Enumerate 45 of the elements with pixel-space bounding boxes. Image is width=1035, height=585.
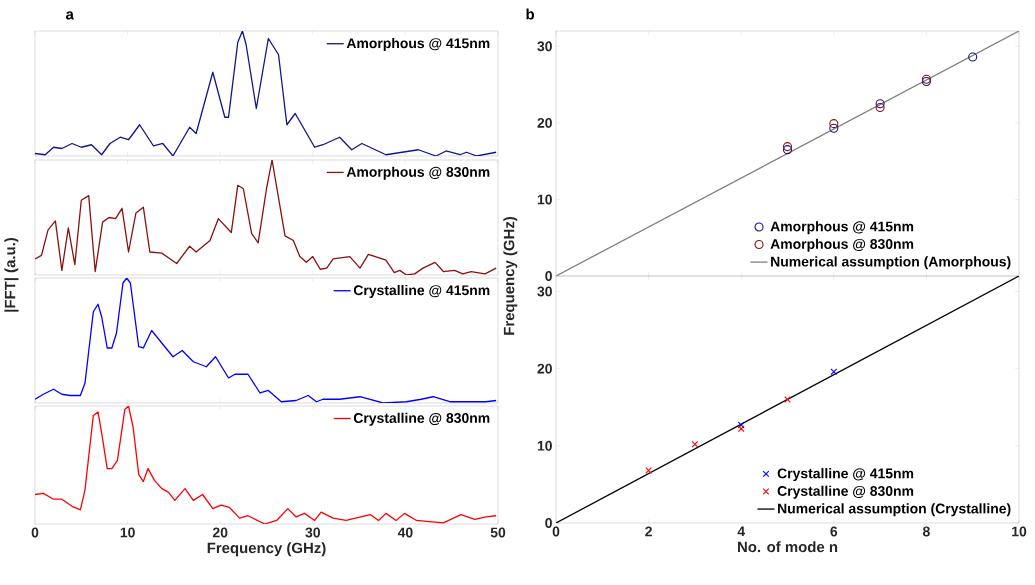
- point: [737, 421, 745, 429]
- y-axis-title: |FFT| (a.u.): [4, 237, 19, 312]
- point: [830, 368, 838, 376]
- point: [875, 103, 885, 113]
- x-tick-label: 10: [120, 527, 135, 538]
- legend-label: Amorphous @ 415nm: [770, 221, 914, 235]
- point: [968, 52, 978, 62]
- chart-title: b: [526, 8, 535, 20]
- x-axis-title: No. of mode n: [738, 541, 838, 553]
- legend-label: Numerical assumption (Crystalline): [778, 503, 1011, 517]
- legend-label: Crystalline @ 415nm: [353, 284, 490, 298]
- legend-label: Amorphous @ 830nm: [770, 238, 914, 252]
- x-tick-label: 20: [212, 527, 228, 538]
- legend-label: Crystalline @ 415nm: [777, 468, 914, 482]
- point: [645, 467, 652, 474]
- y-tick-label: 20: [537, 363, 552, 374]
- y-axis-title: Frequency (GHz): [503, 216, 518, 335]
- x-axis-title: Frequency (GHz): [207, 542, 326, 557]
- y-tick-label: 0: [545, 271, 552, 281]
- chart-title: a: [66, 11, 74, 20]
- x-tick-label: 50: [490, 527, 506, 538]
- y-tick-label: 0: [545, 518, 552, 528]
- legend-label: Crystalline @ 830nm: [777, 485, 914, 499]
- x-tick-label: 0: [31, 527, 39, 538]
- x-tick-label: 4: [737, 526, 746, 537]
- legend-label: Amorphous @ 415nm: [346, 37, 490, 51]
- x-tick-label: 6: [830, 526, 838, 537]
- y-tick-label: 20: [537, 117, 552, 128]
- y-tick-label: 30: [537, 41, 552, 52]
- x-tick-label: 8: [922, 526, 930, 537]
- legend-label: Amorphous @ 830nm: [346, 166, 490, 180]
- point: [829, 119, 839, 129]
- point: [875, 99, 885, 109]
- x-tick-label: 40: [397, 527, 413, 538]
- legend-label: Numerical assumption (Amorphous): [771, 256, 1011, 270]
- y-tick-label: 10: [537, 440, 552, 451]
- x-tick-label: 0: [552, 526, 560, 537]
- point: [691, 440, 699, 448]
- y-tick-label: 30: [537, 286, 552, 297]
- y-tick-label: 10: [537, 194, 552, 205]
- x-tick-label: 2: [645, 526, 652, 537]
- x-tick-label: 30: [305, 527, 320, 538]
- point: [829, 123, 839, 133]
- legend-label: Crystalline @ 830nm: [353, 412, 490, 426]
- x-tick-label: 10: [1012, 526, 1027, 537]
